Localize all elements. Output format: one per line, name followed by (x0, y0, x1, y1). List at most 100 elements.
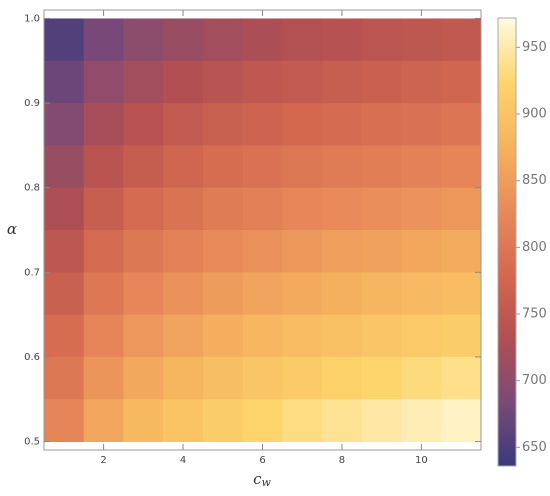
heat-cell (44, 356, 85, 400)
heat-cell (44, 145, 85, 189)
colorbar-tick-label: 900 (522, 107, 547, 122)
heat-cell (441, 356, 482, 400)
heat-cell (322, 314, 363, 358)
heat-cell (322, 399, 363, 443)
colorbar-tick-label: 850 (522, 173, 547, 188)
heat-cell (242, 272, 283, 316)
heat-cell (163, 272, 204, 316)
heat-cell (163, 314, 204, 358)
colorbar-tick-label: 700 (522, 373, 547, 388)
heat-cell (44, 60, 85, 104)
heat-cell (322, 230, 363, 273)
heat-cell (202, 272, 244, 316)
heat-cell (83, 314, 124, 358)
heat-cell (83, 187, 124, 231)
heat-cell (282, 272, 323, 316)
x-axis-title: cw (253, 470, 271, 489)
heat-cell (163, 103, 204, 146)
heat-cell (44, 272, 85, 316)
heat-cell (44, 103, 85, 146)
heat-cell (242, 314, 283, 358)
heat-cell (361, 356, 403, 400)
y-tick-label: 0.6 (24, 352, 40, 363)
heat-cell (441, 145, 482, 189)
heat-cell (163, 187, 204, 231)
heat-cell (282, 314, 323, 358)
y-tick-label: 0.8 (24, 183, 40, 194)
heat-cell (441, 187, 482, 231)
heat-cell (202, 145, 244, 189)
heat-cell (322, 145, 363, 189)
heat-cell (322, 272, 363, 316)
heat-cell (202, 230, 244, 273)
heat-cell (401, 18, 442, 62)
heat-cell (83, 356, 124, 400)
heat-cell (123, 230, 164, 273)
heat-cell (401, 356, 442, 400)
x-axis-title-subscript: w (261, 476, 271, 489)
heat-cell (361, 314, 403, 358)
heat-cell (123, 356, 164, 400)
heat-cell (83, 145, 124, 189)
x-tick-label: 8 (339, 455, 345, 466)
heat-cell (202, 399, 244, 443)
heat-cell (282, 145, 323, 189)
y-tick-label: 0.9 (24, 98, 40, 109)
heat-cell (322, 60, 363, 104)
heat-cell (123, 399, 164, 443)
heat-cell (242, 103, 283, 146)
heat-cell (83, 230, 124, 273)
heat-cell (83, 103, 124, 146)
heat-cell (361, 18, 403, 62)
heat-cell (163, 60, 204, 104)
heat-cell (322, 356, 363, 400)
heat-cell (123, 60, 164, 104)
heat-cell (123, 314, 164, 358)
heat-cell (242, 356, 283, 400)
heat-cell (123, 272, 164, 316)
heat-cell (163, 230, 204, 273)
heat-cell (202, 18, 244, 62)
y-tick-label: 1.0 (24, 13, 40, 24)
x-tick-label: 10 (415, 455, 428, 466)
heat-cell (441, 272, 482, 316)
heat-cell (361, 399, 403, 443)
heat-cell (441, 230, 482, 273)
heat-cell (44, 230, 85, 273)
x-tick-label: 4 (180, 455, 186, 466)
heat-cell (83, 18, 124, 62)
heat-cell (83, 60, 124, 104)
heat-cell (202, 103, 244, 146)
heat-cell (401, 103, 442, 146)
colorbar-tick-label: 650 (522, 440, 547, 455)
heat-cell (242, 399, 283, 443)
heat-cell (361, 103, 403, 146)
heat-cell (44, 314, 85, 358)
colorbar-tick-label: 950 (522, 40, 547, 55)
heat-cell (202, 187, 244, 231)
heat-cell (123, 187, 164, 231)
heat-cell (401, 230, 442, 273)
heat-cell (242, 145, 283, 189)
heat-cell (202, 60, 244, 104)
heat-cell (322, 18, 363, 62)
colorbar-tick-label: 750 (522, 307, 547, 322)
heat-cell (441, 18, 482, 62)
heat-cell (361, 145, 403, 189)
heat-cell (202, 314, 244, 358)
heat-cell (44, 18, 85, 62)
heat-cell (163, 18, 204, 62)
heat-cell (282, 60, 323, 104)
heat-cell (163, 356, 204, 400)
heat-cell (282, 230, 323, 273)
heat-cell (123, 103, 164, 146)
heat-cell (163, 145, 204, 189)
heat-cell (401, 187, 442, 231)
heat-cell (401, 272, 442, 316)
heat-cell (401, 314, 442, 358)
x-tick-label: 6 (259, 455, 265, 466)
y-tick-label: 0.7 (24, 267, 40, 278)
heat-cell (163, 399, 204, 443)
x-axis-title-main: c (253, 470, 262, 488)
